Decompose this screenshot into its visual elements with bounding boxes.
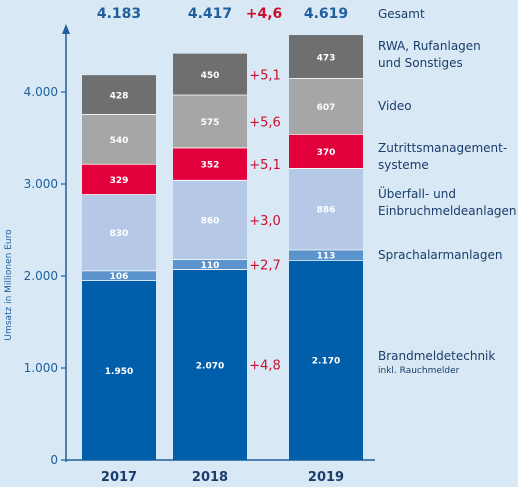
legend-label: Sprachalarmanlagen [378,248,502,262]
data-label: 830 [110,229,129,239]
bar-segment-2017-0 [82,280,156,460]
x-tick-label: 2018 [192,470,228,485]
series-change-label: +5,1 [249,68,281,83]
legend-label: Einbruchmeldeanlagen [378,204,517,218]
series-change-label: +5,6 [249,115,281,130]
bar-segment-2019-5 [289,35,363,79]
bar-segment-2017-2 [82,194,156,271]
y-axis-label: Umsatz in Millionen Euro [4,229,14,341]
y-tick-label: 2.000 [24,269,58,283]
x-tick-label: 2017 [101,470,137,485]
legend-label: Überfall- und [378,185,456,201]
data-label: 860 [201,216,220,226]
series-change-label: +2,7 [249,259,281,274]
data-label: 575 [201,118,220,128]
data-label: 473 [317,53,336,63]
series-change-label: +3,0 [249,214,281,229]
total-label: 4.417 [188,6,232,22]
total-label: 4.619 [304,6,348,22]
data-label: 2.070 [196,361,224,371]
legend-label: Video [378,99,412,113]
bar-segment-2018-5 [173,53,247,96]
bar-segment-2018-1 [173,259,247,270]
data-label: 110 [201,261,220,271]
legend-label: Gesamt [378,7,425,21]
legend-label: inkl. Rauchmelder [378,366,460,376]
data-label: 370 [317,148,336,158]
bar-segment-2019-4 [289,78,363,135]
data-label: 607 [317,103,336,113]
total-label: 4.183 [97,6,141,22]
data-label: 450 [201,71,220,81]
bar-segment-2017-5 [82,75,156,115]
data-label: 540 [110,136,129,146]
bar-segment-2019-1 [289,249,363,261]
bar-segment-2018-3 [173,147,247,181]
total-change-label: +4,6 [246,6,283,22]
data-label: 329 [110,176,129,186]
bar-segment-2017-1 [82,270,156,281]
data-label: 352 [201,161,220,171]
bar-segment-2017-4 [82,114,156,165]
data-label: 2.170 [312,357,340,367]
legend-label: und Sonstiges [378,56,463,70]
data-label: 106 [110,272,129,282]
bar-segment-2018-4 [173,95,247,148]
series-change-label: +4,8 [249,359,281,374]
series-change-label: +5,1 [249,158,281,173]
data-label: 428 [110,91,129,101]
bar-segment-2019-0 [289,260,363,460]
x-tick-label: 2019 [308,470,344,485]
data-label: 1.950 [105,367,133,377]
data-label: 886 [317,206,336,216]
bar-segment-2018-0 [173,269,247,460]
bar-segment-2019-2 [289,168,363,250]
y-tick-label: 3.000 [24,177,58,191]
legend-label: systeme [378,158,429,172]
legend-label: RWA, Rufanlagen [378,39,481,53]
legend-label: Brandmeldetechnik [378,349,495,363]
y-tick-label: 1.000 [24,361,58,375]
y-tick-label: 4.000 [24,85,58,99]
y-axis-arrow [62,24,70,34]
y-tick-label: 0 [50,453,58,467]
bar-segment-2017-3 [82,164,156,195]
legend-label: Zutrittsmanagement- [378,141,507,155]
bar-segment-2019-3 [289,134,363,169]
data-label: 113 [317,252,336,262]
bar-segment-2018-2 [173,180,247,260]
